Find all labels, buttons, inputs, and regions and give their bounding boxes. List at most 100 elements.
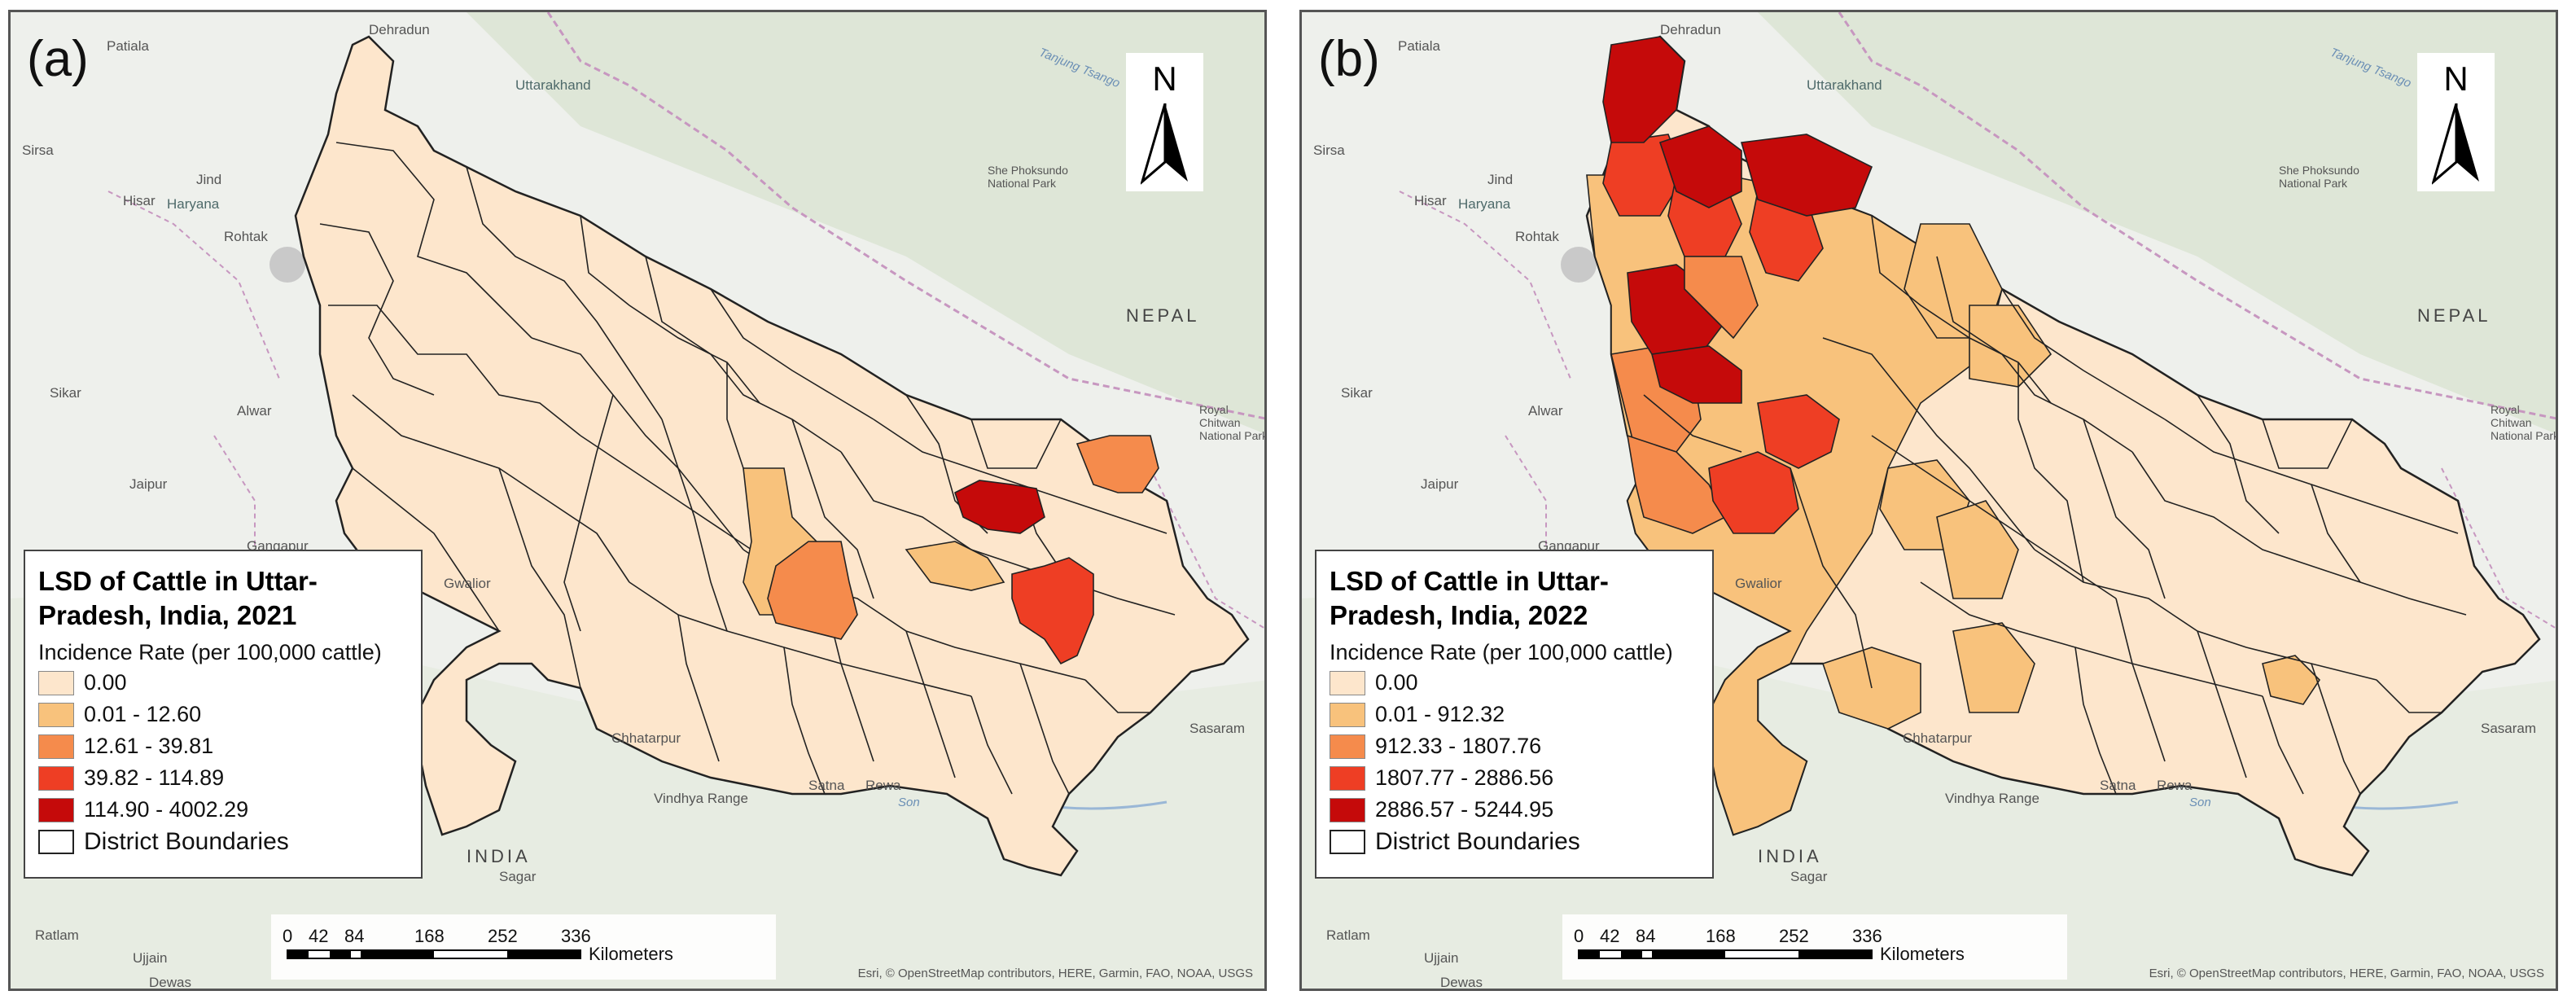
district-class3-b1 <box>1708 451 1799 534</box>
legend-swatch <box>38 797 74 822</box>
district-class2-b2 <box>1626 434 1727 534</box>
scale-tick: 84 <box>344 926 364 946</box>
scale-tick: 42 <box>309 926 328 946</box>
legend-b: LSD of Cattle in Uttar-Pradesh, India, 2… <box>1315 550 1714 879</box>
place-label: Jind <box>196 172 222 187</box>
legend-item: 0.01 - 12.60 <box>38 699 408 730</box>
place-label: Dewas <box>1440 975 1483 990</box>
legend-swatch <box>1330 797 1365 822</box>
place-label: Sirsa <box>22 142 54 158</box>
place-label: Patiala <box>107 38 149 54</box>
place-label: NEPAL <box>2417 305 2491 326</box>
map-panel-b: (b) Patiala Dehradun Uttarakhand Sirsa J… <box>1299 10 2558 991</box>
legend-label: District Boundaries <box>1375 827 1580 855</box>
legend-swatch <box>1330 829 1365 854</box>
map-panel-a: (a) Patiala Dehradun Uttarakhand Sirsa J… <box>8 10 1267 991</box>
district-lines-b <box>1643 215 2467 795</box>
legend-item: 1807.77 - 2886.56 <box>1330 762 1699 794</box>
place-label: NEPAL <box>1126 305 1200 326</box>
legend-swatch <box>38 829 74 854</box>
legend-label: 912.33 - 1807.76 <box>1375 734 1542 758</box>
place-label: Sikar <box>1341 385 1373 401</box>
scale-tick: 0 <box>1574 926 1584 946</box>
district-class2-a2 <box>1076 435 1159 493</box>
legend-item: District Boundaries <box>38 826 408 857</box>
scale-tick: 336 <box>561 926 591 946</box>
place-label: Son <box>898 796 920 809</box>
district-class2-b3 <box>1684 256 1759 340</box>
place-label: Alwar <box>237 403 272 419</box>
legend-subtitle: Incidence Rate (per 100,000 cattle) <box>38 640 382 664</box>
place-label: Jind <box>1487 172 1514 187</box>
district-class4-b1 <box>1602 36 1685 143</box>
legend-swatch <box>38 765 74 791</box>
place-label: Dewas <box>149 975 191 990</box>
district-class3-a2 <box>1011 557 1094 665</box>
legend-label: 0.00 <box>84 670 127 695</box>
district-class1-b4 <box>1969 305 2052 388</box>
north-arrow-icon <box>1141 103 1188 185</box>
place-label: Sasaram <box>2481 721 2537 736</box>
panel-label: (b) <box>1318 31 1380 87</box>
place-label: Sirsa <box>1313 142 1345 158</box>
place-label: Gwalior <box>444 576 491 591</box>
place-label: Chhatarpur <box>611 730 681 746</box>
scale-tick: 168 <box>1706 926 1736 946</box>
legend-item: 12.61 - 39.81 <box>38 730 408 762</box>
place-label: She Phoksundo National Park <box>2279 164 2359 190</box>
place-label: Ujjain <box>1424 950 1459 966</box>
scale-tick: 168 <box>414 926 445 946</box>
legend-label: District Boundaries <box>84 827 289 855</box>
place-label: Ujjain <box>133 950 168 966</box>
place-label: Ratlam <box>1326 927 1370 943</box>
legend-a: LSD of Cattle in Uttar-Pradesh, India, 2… <box>24 550 423 879</box>
north-arrow: N <box>1126 53 1203 191</box>
legend-label: 0.01 - 912.32 <box>1375 702 1505 726</box>
place-label: Vindhya Range <box>1945 791 2039 806</box>
legend-item: 0.00 <box>38 667 408 699</box>
legend-label: 0.00 <box>1375 670 1418 695</box>
legend-title: LSD of Cattle in Uttar-Pradesh, India, 2… <box>38 566 318 630</box>
legend-swatch <box>38 670 74 695</box>
place-label: Dehradun <box>1660 22 1721 37</box>
place-label: Rewa <box>865 778 901 793</box>
place-label: Sikar <box>50 385 81 401</box>
place-label: Sagar <box>499 869 537 884</box>
place-label: INDIA <box>1758 846 1822 866</box>
place-label: She Phoksundo National Park <box>988 164 1068 190</box>
legend-item: 912.33 - 1807.76 <box>1330 730 1699 762</box>
legend-swatch <box>1330 670 1365 695</box>
place-label: Haryana <box>167 196 220 212</box>
north-label: N <box>1152 59 1177 98</box>
place-label: Gwalior <box>1735 576 1782 591</box>
scale-tick: 252 <box>1779 926 1809 946</box>
district-class4-a <box>954 480 1045 534</box>
scale-tick: 336 <box>1852 926 1882 946</box>
legend-label: 2886.57 - 5244.95 <box>1375 797 1554 822</box>
north-arrow-icon <box>2432 103 2479 185</box>
district-class1-a2 <box>905 541 1005 591</box>
map-attribution: Esri, © OpenStreetMap contributors, HERE… <box>2149 967 2544 980</box>
district-class4-b3 <box>1740 134 1873 217</box>
district-class3-b2 <box>1757 394 1840 469</box>
place-label: Rohtak <box>1515 229 1559 244</box>
legend-label: 12.61 - 39.81 <box>84 734 214 758</box>
place-label: Haryana <box>1458 196 1511 212</box>
legend-item: 0.01 - 912.32 <box>1330 699 1699 730</box>
place-label: Uttarakhand <box>1807 77 1882 93</box>
place-label: Royal Chitwan National Park <box>1199 403 1267 442</box>
place-label: Jaipur <box>129 476 168 492</box>
legend-label: 114.90 - 4002.29 <box>84 797 249 822</box>
legend-swatch <box>1330 765 1365 791</box>
place-label: Satna <box>808 778 845 793</box>
panel-label: (a) <box>27 31 89 87</box>
place-label: Ratlam <box>35 927 79 943</box>
place-label: Satna <box>2100 778 2136 793</box>
scale-tick: 252 <box>488 926 518 946</box>
scale-tick: 84 <box>1636 926 1655 946</box>
legend-label: 0.01 - 12.60 <box>84 702 202 726</box>
scale-unit: Kilometers <box>1880 944 1965 964</box>
legend-label: 39.82 - 114.89 <box>84 765 225 790</box>
place-label: INDIA <box>467 846 531 866</box>
legend-label: 1807.77 - 2886.56 <box>1375 765 1554 790</box>
